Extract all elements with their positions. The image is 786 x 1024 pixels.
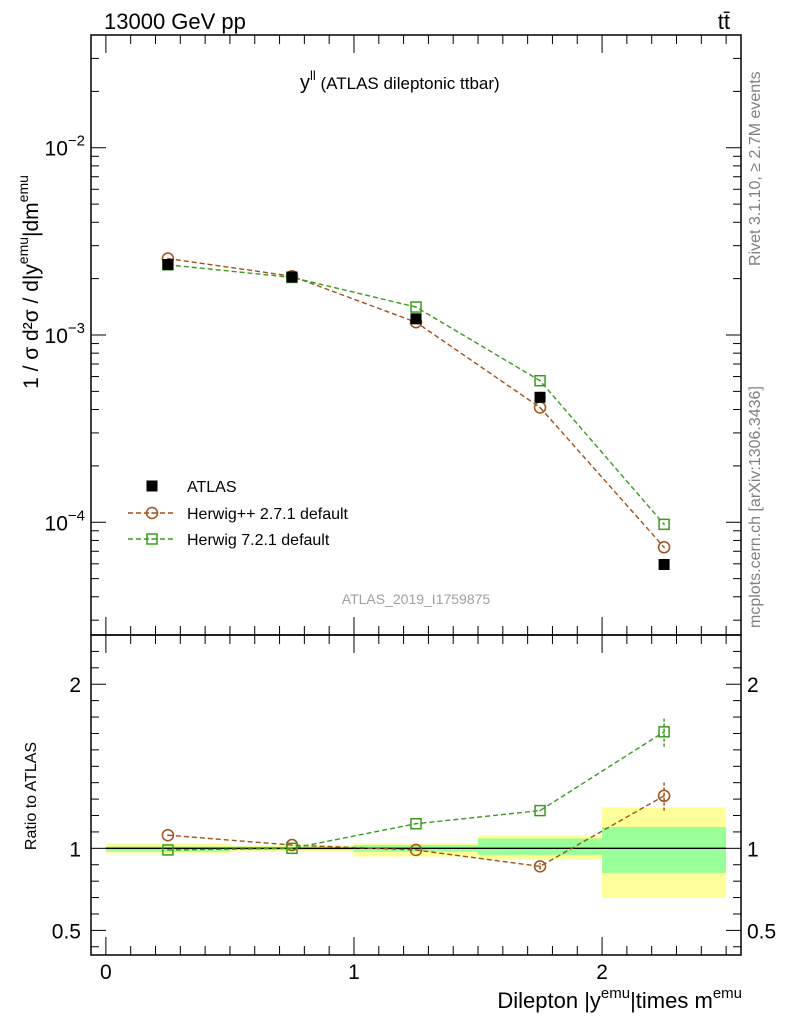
xlabel-mid: |times m (630, 988, 713, 1013)
main-point (658, 518, 670, 531)
x-tick-label: 0 (100, 961, 112, 984)
ratio-point-center (167, 834, 169, 837)
main-point (534, 374, 546, 387)
axes: 10−4 10−3 10−2 0 1 2 0.5 0.5 1 1 2 2 (45, 34, 776, 984)
ratio-point (534, 804, 546, 817)
x-axis-label: Dilepton |yemu|times memu (497, 985, 742, 1013)
mcplots-label: mcplots.cern.ch [arXiv:1306.3436] (747, 386, 764, 628)
ylabel-text: 1 / σ d²σ / d|y (20, 264, 43, 389)
ratio-point (162, 844, 174, 856)
process-label: tt̄ (718, 9, 730, 34)
ratio-y-tick-label-left: 1 (69, 838, 81, 861)
main-point-center (663, 546, 665, 549)
ratio-point (658, 726, 670, 738)
main-point-center (415, 306, 417, 308)
x-tick-label: 1 (348, 961, 360, 984)
main-point-center (539, 379, 541, 382)
legend-label: Herwig 7.2.1 default (187, 532, 330, 549)
ratio-y-tick-label-right: 0.5 (747, 920, 776, 943)
main-point (410, 313, 422, 325)
main-plot-title: yll (ATLAS dileptonic ttbar) (300, 68, 500, 94)
ratio-point-center (415, 849, 417, 851)
ratio-point-center (539, 809, 541, 812)
main-point (658, 558, 670, 570)
main-point (286, 271, 298, 283)
main-point (410, 301, 422, 313)
ylabel-sup2: emu (15, 175, 31, 202)
ratio-uncertainty-bands (105, 807, 727, 898)
main-point-center (663, 523, 665, 526)
ratio-point-center (291, 844, 293, 846)
main-point (534, 391, 546, 403)
ratio-ylabel: Ratio to ATLAS (23, 742, 40, 850)
ratio-point-center (663, 795, 665, 797)
ratio-point (533, 860, 547, 873)
ratio-point-center (291, 847, 293, 850)
main-point (162, 258, 174, 270)
inner-band-bin (478, 838, 603, 855)
ratio-point (161, 828, 175, 842)
ratio-point-center (415, 822, 417, 825)
series-1 (161, 252, 671, 873)
main-point (657, 541, 671, 554)
analysis-watermark: ATLAS_2019_I1759875 (342, 591, 491, 607)
ratio-point-center (663, 731, 665, 733)
series-2 (162, 259, 670, 856)
x-tick-label: 2 (596, 961, 608, 984)
legend-marker (146, 480, 158, 492)
series-0 (162, 258, 670, 570)
legend-marker-center (151, 538, 153, 540)
inner-band-bin (105, 846, 230, 852)
main-y-tick-label: 10−2 (45, 133, 85, 161)
inner-band-bin (602, 827, 727, 873)
ratio-point-center (167, 849, 169, 851)
legend-marker (145, 506, 159, 520)
ratio-point-center (539, 865, 541, 868)
energy-label: 13000 GeV pp (104, 9, 246, 34)
rivet-version-label: Rivet 3.1.10, ≥ 2.7M events (747, 71, 764, 266)
xlabel-sup1: emu (601, 985, 630, 1002)
ratio-point (657, 789, 671, 803)
ratio-series-line (167, 731, 665, 851)
legend-marker-center (151, 512, 153, 514)
main-point-center (167, 257, 169, 260)
main-y-tick-label: 10−4 (45, 507, 85, 535)
title-symbol: y (300, 72, 310, 94)
xlabel-main: Dilepton |y (497, 988, 601, 1013)
data-series (161, 252, 671, 873)
title-superscript: ll (310, 68, 316, 83)
main-point-center (539, 406, 541, 409)
ylabel-mid: |dm (20, 202, 43, 237)
ratio-y-tick-label-right: 1 (747, 838, 759, 861)
ratio-point (286, 842, 298, 855)
title-rest: (ATLAS dileptonic ttbar) (316, 74, 500, 93)
ylabel-sup1: emu (15, 237, 31, 264)
main-series-line (167, 264, 665, 525)
main-ylabel: 1 / σ d²σ / d|yemu|dmemu (15, 175, 43, 389)
ratio-point (410, 817, 422, 830)
ratio-plot-frame (90, 634, 742, 956)
ratio-point (409, 843, 423, 857)
legend-marker (146, 533, 158, 545)
ratio-y-tick-label-left: 0.5 (52, 920, 81, 943)
ratio-y-tick-label-left: 2 (69, 674, 81, 697)
xlabel-sup2: emu (713, 985, 742, 1002)
ratio-y-tick-label-right: 2 (747, 674, 759, 697)
main-y-tick-label: 10−3 (45, 320, 85, 348)
legend: ATLAS Herwig++ 2.7.1 default Herwig 7.2.1 … (128, 479, 349, 549)
legend-label: ATLAS (187, 479, 237, 496)
legend-label: Herwig++ 2.7.1 default (187, 506, 349, 523)
